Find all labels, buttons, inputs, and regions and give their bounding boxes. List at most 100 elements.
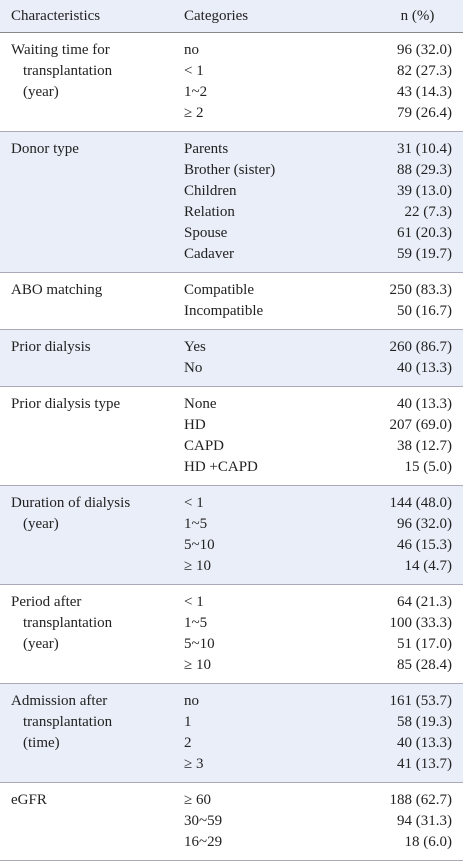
characteristic-text: Duration of dialysis	[11, 495, 131, 511]
characteristic-text: Period after	[11, 594, 82, 610]
count-text: 18 (6.0)	[404, 834, 453, 850]
category-text: ≥ 60	[184, 792, 211, 808]
count-cell: 161 (53.7) 58 (19.3) 40 (13.3) 41 (13.7)	[362, 691, 463, 775]
category-text: Yes	[184, 339, 206, 355]
count-cell: 188 (62.7) 94 (31.3) 18 (6.0)	[362, 790, 463, 853]
category-text: Compatible	[184, 282, 254, 298]
category-text: ≥ 2	[184, 105, 204, 121]
category-text: ≥ 3	[184, 756, 204, 772]
group-row: Prior dialysis Yes No 260 (86.7) 40 (13.3)	[0, 330, 463, 387]
count-cell: 144 (48.0) 96 (32.0) 46 (15.3) 14 (4.7)	[362, 493, 463, 577]
group-row: Prior dialysis type None HD CAPD HD +CAPD 40 …	[0, 387, 463, 486]
characteristic-cell: Donor type	[0, 139, 182, 265]
category-text: Spouse	[184, 225, 228, 241]
characteristic-cell: Duration of dialysis (year)	[0, 493, 182, 577]
count-cell: 96 (32.0) 82 (27.3) 43 (14.3) 79 (26.4)	[362, 40, 463, 124]
category-text: ≥ 10	[184, 558, 211, 574]
header-cell: Categories	[184, 8, 249, 24]
count-text: 82 (27.3)	[397, 63, 452, 79]
count-text: 58 (19.3)	[397, 714, 452, 730]
characteristic-cell: Admission after transplantation (time)	[0, 691, 182, 775]
category-text: CAPD	[184, 438, 225, 454]
category-text: 1~5	[184, 615, 208, 631]
category-text: Cadaver	[184, 246, 234, 262]
characteristic-cell: Prior dialysis	[0, 337, 182, 379]
count-text: 96 (32.0)	[397, 516, 452, 532]
characteristic-text: (year)	[23, 516, 59, 532]
category-cell: None HD CAPD HD +CAPD	[182, 394, 362, 478]
characteristic-cell: eGFR	[0, 790, 182, 853]
count-cell: 64 (21.3) 100 (33.3) 51 (17.0) 85 (28.4)	[362, 592, 463, 676]
characteristic-cell: ABO matching	[0, 280, 182, 322]
count-text: 31 (10.4)	[397, 141, 452, 157]
category-text: Parents	[184, 141, 229, 157]
count-text: 46 (15.3)	[397, 537, 452, 553]
count-text: 59 (19.7)	[397, 246, 452, 262]
category-text: < 1	[184, 495, 204, 511]
characteristic-text: ABO matching	[11, 282, 103, 298]
category-cell: < 1 1~5 5~10 ≥ 10	[182, 592, 362, 676]
category-text: 16~29	[184, 834, 223, 850]
characteristic-cell: Prior dialysis type	[0, 394, 182, 478]
count-text: 14 (4.7)	[404, 558, 453, 574]
count-cell: 250 (83.3) 50 (16.7)	[362, 280, 463, 322]
count-text: 61 (20.3)	[397, 225, 452, 241]
category-text: No	[184, 360, 203, 376]
header-row: Characteristics Categories n (%)	[0, 0, 463, 33]
count-text: 94 (31.3)	[397, 813, 452, 829]
category-text: Incompatible	[184, 303, 264, 319]
category-text: 1~5	[184, 516, 208, 532]
count-text: 43 (14.3)	[397, 84, 452, 100]
characteristic-cell: Waiting time for transplantation (year)	[0, 40, 182, 124]
characteristic-text: transplantation	[23, 615, 113, 631]
category-text: Relation	[184, 204, 235, 220]
characteristic-text: (time)	[23, 735, 60, 751]
count-text: 22 (7.3)	[404, 204, 453, 220]
characteristic-text: Donor type	[11, 141, 79, 157]
category-cell: Parents Brother (sister) Children Relation S…	[182, 139, 362, 265]
group-row: Admission after transplantation (time) no 1 2…	[0, 684, 463, 783]
count-text: 85 (28.4)	[397, 657, 452, 673]
header-cell: Characteristics	[11, 8, 101, 24]
count-text: 39 (13.0)	[397, 183, 452, 199]
count-text: 64 (21.3)	[397, 594, 452, 610]
category-text: no	[184, 693, 199, 709]
characteristic-text: Waiting time for	[11, 42, 110, 58]
characteristic-text: Prior dialysis	[11, 339, 91, 355]
count-text: 188 (62.7)	[389, 792, 453, 808]
group-row: eGFR ≥ 60 30~59 16~29 188 (62.7) 94 (31.3) 18 …	[0, 783, 463, 861]
group-row: Waiting time for transplantation (year) no <…	[0, 33, 463, 132]
count-cell: 40 (13.3) 207 (69.0) 38 (12.7) 15 (5.0)	[362, 394, 463, 478]
header-cell: n (%)	[400, 8, 435, 24]
category-text: no	[184, 42, 199, 58]
category-text: 2	[184, 735, 192, 751]
count-cell: 260 (86.7) 40 (13.3)	[362, 337, 463, 379]
group-row: ABO matching Compatible Incompatible 250 (8…	[0, 273, 463, 330]
count-text: 15 (5.0)	[404, 459, 453, 475]
count-text: 161 (53.7)	[389, 693, 453, 709]
category-text: < 1	[184, 63, 204, 79]
count-text: 88 (29.3)	[397, 162, 452, 178]
count-text: 260 (86.7)	[389, 339, 453, 355]
count-text: 207 (69.0)	[389, 417, 453, 433]
category-text: ≥ 10	[184, 657, 211, 673]
count-text: 40 (13.3)	[397, 396, 452, 412]
count-text: 41 (13.7)	[397, 756, 452, 772]
count-text: 51 (17.0)	[397, 636, 452, 652]
count-text: 38 (12.7)	[397, 438, 452, 454]
count-text: 250 (83.3)	[389, 282, 453, 298]
category-text: 30~59	[184, 813, 223, 829]
group-row: Duration of dialysis (year) < 1 1~5 5~10 ≥ 10…	[0, 486, 463, 585]
characteristic-text: transplantation	[23, 63, 113, 79]
category-cell: ≥ 60 30~59 16~29	[182, 790, 362, 853]
category-text: 5~10	[184, 537, 215, 553]
characteristic-cell: Period after transplantation (year)	[0, 592, 182, 676]
category-cell: no < 1 1~2 ≥ 2	[182, 40, 362, 124]
category-text: Children	[184, 183, 237, 199]
count-text: 79 (26.4)	[397, 105, 452, 121]
category-text: < 1	[184, 594, 204, 610]
count-text: 100 (33.3)	[389, 615, 453, 631]
characteristic-text: transplantation	[23, 714, 113, 730]
category-text: 1~2	[184, 84, 208, 100]
characteristic-text: Admission after	[11, 693, 108, 709]
